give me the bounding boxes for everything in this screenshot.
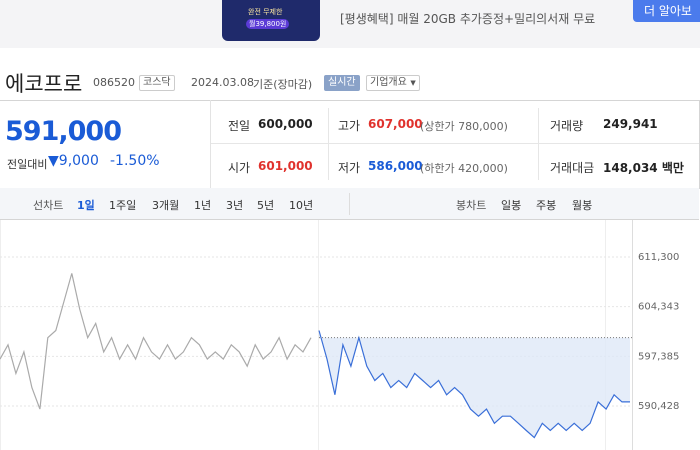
ad-image: 완전 무제한 월39,800원	[222, 0, 320, 41]
change: ▼9,000	[48, 153, 99, 169]
candle-tab[interactable]: 월봉	[572, 199, 593, 212]
stat-value: 607,000	[368, 117, 423, 131]
candle-tab[interactable]: 주봉	[536, 199, 557, 212]
stock-code: 086520	[93, 76, 135, 89]
stock-name: 에코프로	[5, 72, 83, 96]
candle-tab[interactable]: 일봉	[501, 199, 522, 212]
stat-label: 시가	[228, 161, 251, 175]
change-label: 전일대비	[7, 158, 48, 171]
realtime-badge[interactable]: 실시간	[324, 75, 360, 91]
divider	[210, 100, 211, 188]
y-tick-label: 597,385	[638, 351, 679, 362]
line-tab[interactable]: 1년	[194, 199, 212, 212]
line-tab[interactable]: 10년	[289, 199, 314, 212]
date: 2024.03.08	[191, 76, 254, 89]
col-divider	[328, 108, 329, 180]
stat-label: 거래대금	[550, 161, 595, 175]
col-divider	[538, 108, 539, 180]
price-line	[0, 273, 312, 410]
stat-label: 전일	[228, 119, 251, 133]
market-badge: 코스닥	[139, 75, 175, 91]
tab-divider	[349, 193, 350, 215]
overview-label: 기업개요	[370, 77, 407, 88]
tab-group-label: 봉차트	[456, 199, 487, 212]
line-tab[interactable]: 1주일	[109, 199, 137, 212]
y-tick-label: 604,343	[638, 302, 679, 313]
stat-value: 249,941	[603, 117, 658, 131]
chart: 611,300 604,343 597,385 590,428	[0, 220, 679, 450]
change-rate: -1.50%	[110, 153, 160, 169]
stat-value: 586,000	[368, 159, 423, 173]
area-fill	[319, 330, 630, 438]
ad-banner[interactable]: 완전 무제한 월39,800원 [평생혜택] 매월 20GB 추가증정+밀리의서…	[0, 0, 700, 48]
line-tab[interactable]: 1일	[77, 199, 95, 212]
current-price: 591,000	[5, 116, 122, 147]
ad-text: [평생혜택] 매월 20GB 추가증정+밀리의서재 무료	[340, 12, 596, 26]
y-tick-label: 611,300	[638, 252, 679, 263]
change-value: 9,000	[58, 153, 99, 169]
stat-label: 거래량	[550, 119, 584, 133]
ad-button[interactable]: 더 알아보	[633, 0, 700, 22]
stat-label: 고가	[338, 119, 361, 133]
stat-note: (하한가 420,000)	[420, 162, 508, 175]
stat-value: 601,000	[258, 159, 313, 173]
line-tab[interactable]: 3년	[226, 199, 244, 212]
stat-label: 저가	[338, 161, 361, 175]
stat-note: (상한가 780,000)	[420, 120, 508, 133]
ad-price: 월39,800원	[246, 19, 290, 29]
overview-button[interactable]: 기업개요 ▼	[366, 75, 420, 91]
row-divider	[211, 143, 699, 144]
stat-value: 148,034 백만	[603, 161, 684, 175]
tab-group-label: 선차트	[33, 199, 64, 212]
y-tick-label: 590,428	[638, 401, 679, 412]
line-tab[interactable]: 5년	[257, 199, 275, 212]
ad-badge: 완전 무제한	[248, 8, 283, 16]
price-line	[318, 330, 630, 439]
line-tab[interactable]: 3개월	[152, 199, 180, 212]
date-basis: 기준(장마감)	[253, 78, 313, 91]
stat-value: 600,000	[258, 117, 313, 131]
